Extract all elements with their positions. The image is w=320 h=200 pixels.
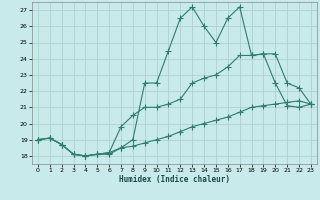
X-axis label: Humidex (Indice chaleur): Humidex (Indice chaleur) [119, 175, 230, 184]
